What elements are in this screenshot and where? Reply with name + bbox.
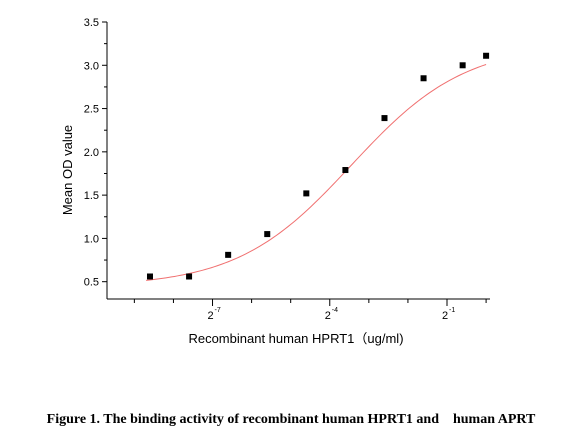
- data-point: [146, 273, 153, 280]
- x-tick-label-power: -7: [215, 307, 221, 314]
- x-tick-label-power: -4: [332, 307, 338, 314]
- y-tick-label: 1.5: [84, 190, 99, 202]
- figure-caption: Figure 1. The binding activity of recomb…: [46, 412, 536, 427]
- data-point: [186, 273, 193, 280]
- y-tick-label: 3.0: [84, 60, 99, 72]
- data-point: [420, 75, 427, 82]
- x-tick-label-base: 2: [325, 310, 331, 322]
- binding-activity-chart: 0.51.01.52.02.53.03.5 2 -7 2 -4 2 -1 Mean OD …: [60, 17, 490, 346]
- data-point: [264, 231, 271, 238]
- x-tick-label-base: 2: [442, 310, 448, 322]
- data-points: [146, 52, 490, 280]
- y-tick-label: 0.5: [84, 277, 99, 289]
- data-point: [303, 190, 310, 197]
- data-point: [381, 115, 388, 122]
- x-axis: 2 -7 2 -4 2 -1: [107, 298, 490, 322]
- data-point: [483, 52, 490, 59]
- fit-curve: [146, 64, 487, 281]
- data-point: [225, 251, 232, 258]
- y-tick-label: 1.0: [84, 233, 99, 245]
- y-tick-label: 2.5: [84, 104, 99, 116]
- y-axis-label: Mean OD value: [60, 125, 75, 215]
- x-tick-label-power: -1: [449, 307, 455, 314]
- x-tick-label-base: 2: [207, 310, 213, 322]
- y-tick-label: 3.5: [84, 17, 99, 29]
- x-axis-label: Recombinant human HPRT1（ug/ml): [188, 331, 403, 346]
- y-tick-label: 2.0: [84, 147, 99, 159]
- data-point: [459, 62, 466, 69]
- data-point: [342, 167, 349, 174]
- y-axis: 0.5 1.0 1.5 2.0 2.5 3.0 3.5: [84, 17, 108, 299]
